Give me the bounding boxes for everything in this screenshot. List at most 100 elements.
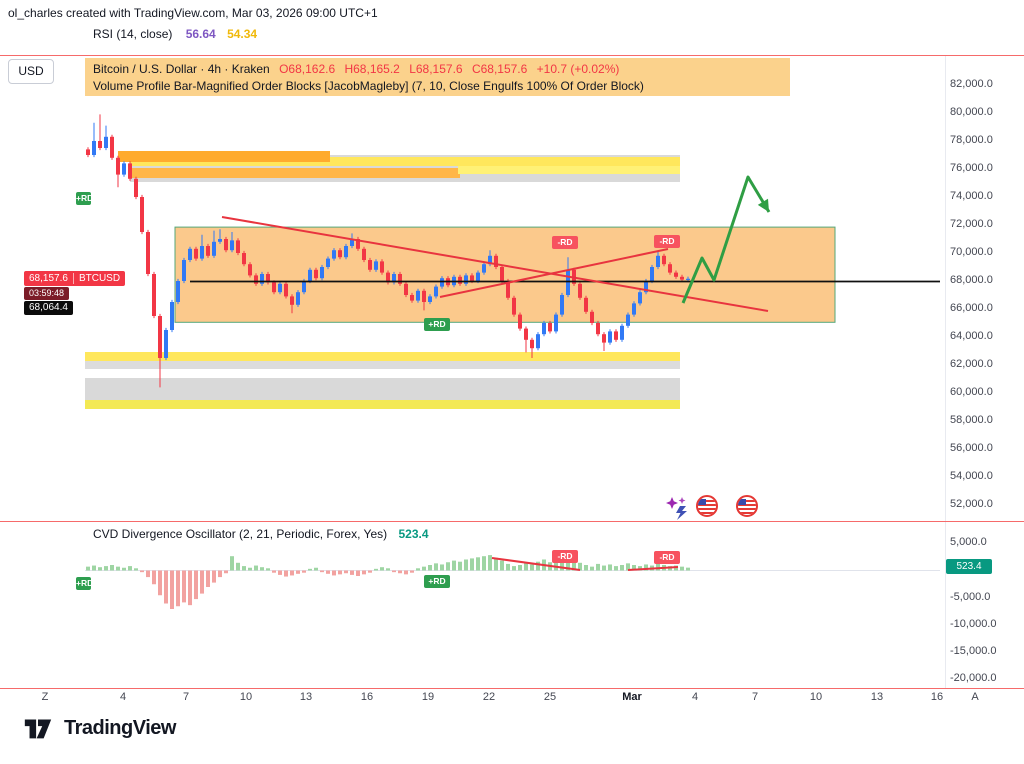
cvd-axis-label: 5,000.0 bbox=[950, 536, 987, 548]
candle bbox=[560, 295, 564, 315]
tradingview-logo[interactable]: TradingView bbox=[22, 712, 176, 744]
credit-line: ol_charles created with TradingView.com,… bbox=[8, 6, 378, 20]
cvd-axis[interactable]: 5,000.0 -5,000.0 -10,000.0 -15,000.0 -20,000… bbox=[950, 0, 1024, 764]
cvd-bar bbox=[686, 567, 690, 571]
cvd-bar bbox=[146, 570, 150, 578]
cvd-bar bbox=[176, 570, 180, 607]
cvd-bar bbox=[434, 563, 438, 571]
cvd-bar bbox=[236, 562, 240, 571]
candle bbox=[416, 290, 420, 301]
cvd-bar bbox=[578, 562, 582, 571]
symbol-legend[interactable]: Bitcoin / U.S. Dollar · 4h · Kraken O68,… bbox=[93, 62, 619, 76]
countdown-badge: 03:59:48 bbox=[24, 287, 70, 300]
cvd-bar bbox=[200, 570, 204, 594]
cvd-bar bbox=[158, 570, 162, 596]
cvd-axis-badge: 523.4 bbox=[946, 559, 992, 574]
candle bbox=[158, 316, 162, 358]
sparkle-lightning-icon[interactable] bbox=[664, 495, 690, 521]
us-flag-event-icon-2[interactable] bbox=[736, 495, 762, 521]
time-axis-label: 13 bbox=[870, 691, 884, 703]
candle bbox=[338, 250, 342, 258]
cvd-axis-label: -15,000.0 bbox=[950, 645, 997, 657]
candle bbox=[668, 264, 672, 273]
cvd-bar bbox=[620, 565, 624, 571]
pane-separator-middle[interactable] bbox=[0, 521, 1024, 522]
time-axis-label: 7 bbox=[182, 691, 190, 703]
trendline[interactable] bbox=[221, 216, 769, 312]
cvd-bar bbox=[290, 570, 294, 576]
currency-button[interactable]: USD bbox=[8, 59, 54, 84]
cvd-bar bbox=[110, 565, 114, 571]
symbol-title[interactable]: Bitcoin / U.S. Dollar · 4h · Kraken bbox=[93, 62, 270, 76]
candle bbox=[542, 323, 546, 335]
cvd-bar bbox=[314, 567, 318, 571]
cvd-bar bbox=[446, 562, 450, 571]
candle bbox=[134, 178, 138, 197]
cvd-bar bbox=[356, 570, 360, 576]
candle bbox=[152, 274, 156, 316]
rsi-legend[interactable]: RSI (14, close) 56.64 54.34 bbox=[93, 27, 257, 41]
cvd-bar bbox=[278, 570, 282, 575]
candle bbox=[506, 281, 510, 298]
cvd-trendline[interactable] bbox=[627, 566, 679, 571]
candle bbox=[368, 260, 372, 270]
cvd-bar bbox=[224, 570, 228, 574]
candle bbox=[392, 274, 396, 283]
price-axis[interactable]: 82,000.0 80,000.0 78,000.0 76,000.0 74,000.0… bbox=[950, 0, 1024, 764]
price-axis-label: 82,000.0 bbox=[950, 78, 993, 90]
rsi-label[interactable]: RSI (14, close) bbox=[93, 27, 173, 41]
candle bbox=[98, 141, 102, 148]
cvd-bar bbox=[422, 566, 426, 571]
cvd-bar bbox=[374, 568, 378, 571]
cvd-bar bbox=[392, 570, 396, 573]
pane-separator-top[interactable] bbox=[0, 55, 1024, 56]
time-axis-label: 7 bbox=[751, 691, 759, 703]
cvd-bar bbox=[296, 570, 300, 574]
candle bbox=[656, 255, 660, 267]
indicator-legend[interactable]: Volume Profile Bar-Magnified Order Block… bbox=[93, 79, 644, 93]
projection-arrow-head bbox=[757, 198, 769, 212]
indicator-title[interactable]: Volume Profile Bar-Magnified Order Block… bbox=[93, 79, 644, 93]
time-axis-label: 16 bbox=[930, 691, 944, 703]
candle bbox=[242, 253, 246, 265]
plus-rd-badge-edge-cvd: +RD bbox=[76, 577, 91, 590]
candle bbox=[434, 286, 438, 297]
candle bbox=[344, 246, 348, 258]
cvd-bar bbox=[458, 561, 462, 571]
symbol-tag: BTCUSD bbox=[72, 273, 121, 284]
cvd-trendline[interactable] bbox=[491, 557, 581, 571]
candle bbox=[596, 323, 600, 335]
cvd-legend[interactable]: CVD Divergence Oscillator (2, 21, Period… bbox=[93, 527, 429, 541]
rsi-value-2: 54.34 bbox=[227, 27, 258, 41]
candle bbox=[326, 258, 330, 267]
minus-rd-badge-cvd-2: -RD bbox=[654, 551, 680, 564]
cvd-bar bbox=[470, 558, 474, 571]
cvd-bar bbox=[644, 564, 648, 571]
trendline[interactable] bbox=[439, 248, 669, 298]
candle bbox=[500, 267, 504, 281]
candle bbox=[236, 240, 240, 253]
candle bbox=[620, 325, 624, 340]
cvd-bar bbox=[218, 570, 222, 578]
projection-arrow[interactable] bbox=[681, 175, 771, 304]
cvd-value: 523.4 bbox=[398, 527, 429, 541]
candle bbox=[314, 269, 318, 279]
candle bbox=[254, 275, 258, 284]
candle bbox=[290, 296, 294, 305]
candle bbox=[104, 136, 108, 148]
cvd-bar bbox=[350, 570, 354, 575]
us-flag-event-icon-1[interactable] bbox=[696, 495, 722, 521]
candle bbox=[512, 297, 516, 315]
cvd-bar bbox=[614, 566, 618, 571]
ohlc-change: +10.7 (+0.02%) bbox=[536, 62, 620, 76]
candle bbox=[176, 281, 180, 302]
candle bbox=[644, 281, 648, 293]
cvd-title[interactable]: CVD Divergence Oscillator (2, 21, Period… bbox=[93, 527, 388, 541]
cvd-bar bbox=[572, 560, 576, 571]
time-axis-label: 4 bbox=[119, 691, 127, 703]
cvd-axis-label: -10,000.0 bbox=[950, 618, 997, 630]
candle bbox=[398, 274, 402, 284]
pane-separator-bottom[interactable] bbox=[0, 688, 1024, 689]
